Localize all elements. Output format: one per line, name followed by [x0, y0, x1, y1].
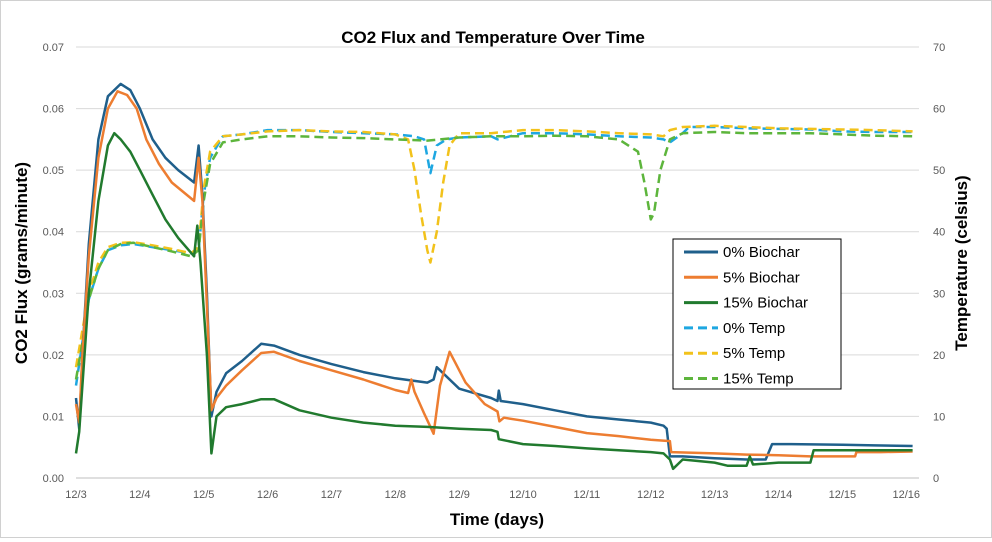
x-tick-label: 12/10 — [509, 489, 537, 501]
legend-label: 15% Biochar — [723, 295, 808, 312]
x-tick-label: 12/8 — [385, 489, 406, 501]
y-tick-label: 0.06 — [43, 104, 64, 116]
series-line-5 — [74, 130, 913, 380]
x-tick-label: 12/5 — [193, 489, 214, 501]
y-tick-label: 0.02 — [43, 350, 64, 362]
y2-tick-label: 30 — [933, 288, 945, 300]
x-tick-label: 12/11 — [574, 489, 601, 501]
x-tick-label: 12/4 — [129, 489, 150, 501]
series-line-1 — [74, 90, 913, 458]
y-tick-label: 0.07 — [43, 42, 64, 54]
y2-tick-label: 20 — [933, 350, 945, 362]
x-tick-label: 12/12 — [637, 489, 665, 501]
y2-tick-label: 70 — [933, 42, 945, 54]
y-tick-label: 0.03 — [43, 288, 64, 300]
y-axis-ticks: 0.00 0.01 0.02 0.03 0.04 0.05 0.06 0.07 — [43, 42, 64, 485]
x-axis-ticks: 12/3 12/4 12/5 12/6 12/7 12/8 12/9 12/10 12/11 12… — [65, 489, 920, 501]
y-tick-label: 0.05 — [43, 165, 64, 177]
y-tick-label: 0.00 — [43, 473, 64, 485]
y-tick-label: 0.04 — [43, 227, 64, 239]
y-tick-label: 0.01 — [43, 411, 64, 423]
x-tick-label: 12/16 — [892, 489, 920, 501]
series-lines — [74, 82, 913, 471]
x-tick-label: 12/15 — [829, 489, 857, 501]
x-tick-label: 12/9 — [448, 489, 469, 501]
y2-tick-label: 0 — [933, 473, 939, 485]
y2-tick-label: 40 — [933, 227, 945, 239]
y2-tick-label: 60 — [933, 104, 945, 116]
legend-box — [672, 238, 842, 390]
chart-title: CO2 Flux and Temperature Over Time — [341, 28, 645, 47]
legend-label: 5% Temp — [723, 345, 785, 362]
y2-tick-label: 50 — [933, 165, 945, 177]
x-axis-title: Time (days) — [450, 510, 544, 529]
x-tick-label: 12/14 — [765, 489, 793, 501]
series-line-2 — [74, 131, 913, 471]
x-tick-label: 12/3 — [65, 489, 86, 501]
x-tick-label: 12/7 — [321, 489, 342, 501]
y2-axis-title: Temperature (celsius) — [952, 175, 971, 350]
x-tick-label: 12/13 — [701, 489, 729, 501]
x-tick-label: 12/6 — [257, 489, 278, 501]
gridlines — [76, 46, 919, 417]
legend-label: 0% Biochar — [723, 244, 800, 261]
y-axis-title: CO2 Flux (grams/minute) — [12, 162, 31, 364]
legend: 0% Biochar 5% Biochar 15% Biochar 0% Temp 5%… — [672, 238, 842, 390]
y2-axis-ticks: 0 10 20 30 40 50 60 70 — [933, 42, 945, 485]
legend-label: 5% Biochar — [723, 269, 800, 286]
legend-label: 0% Temp — [723, 320, 785, 337]
y2-tick-label: 10 — [933, 411, 945, 423]
legend-label: 15% Temp — [723, 371, 794, 388]
